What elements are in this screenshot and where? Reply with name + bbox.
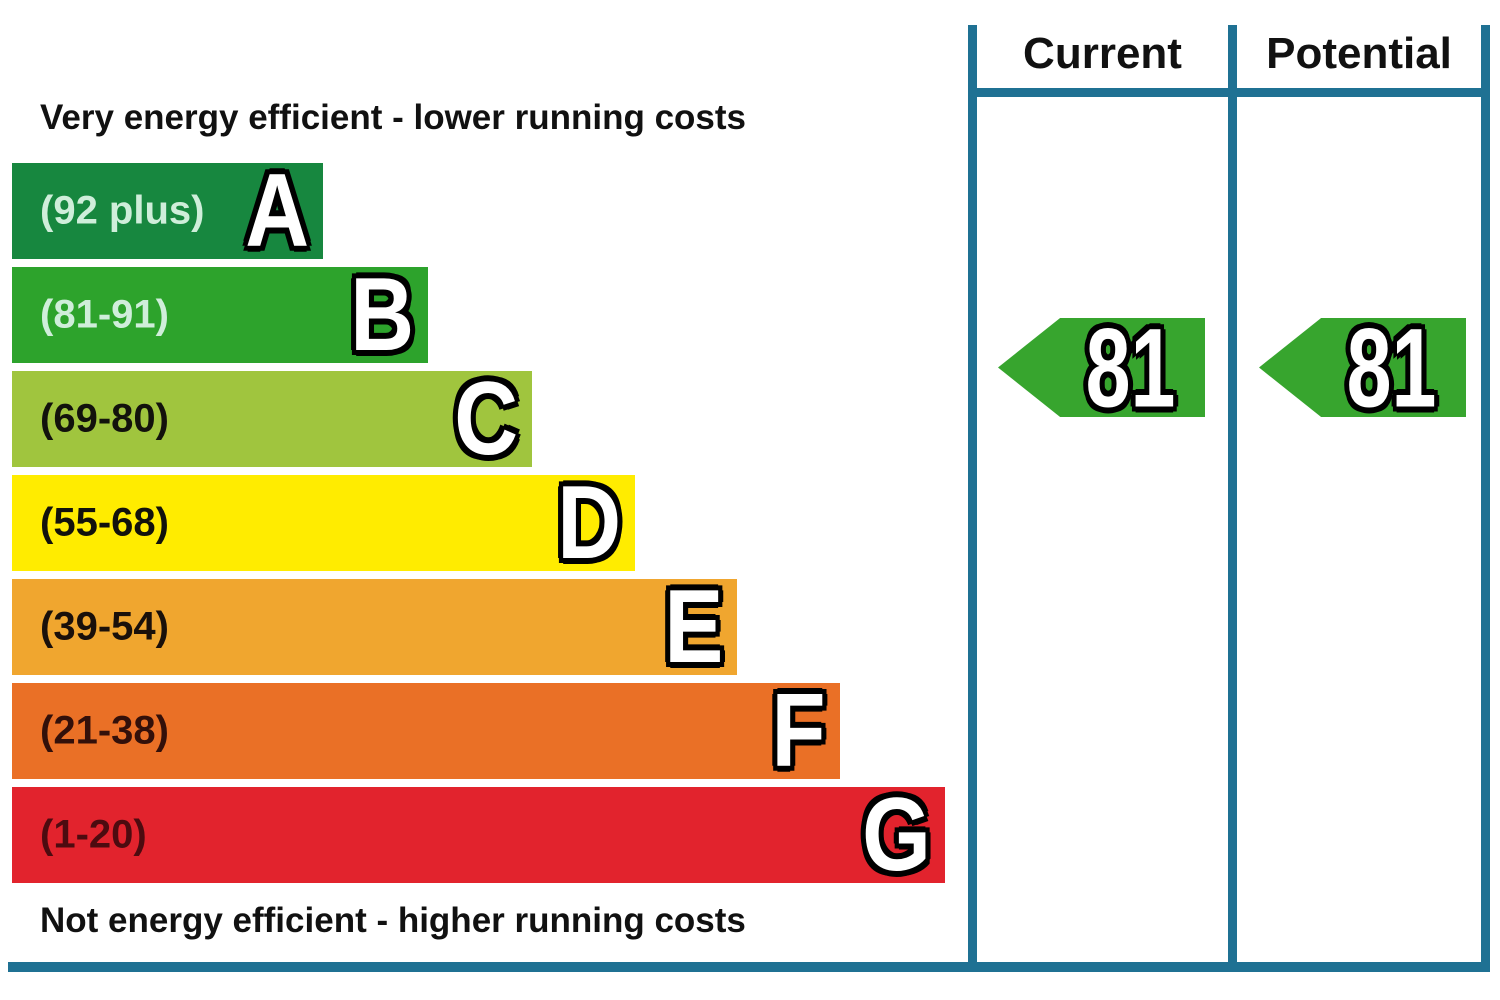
band-D-range-label: (55-68) bbox=[40, 500, 169, 545]
current-rating-value: 81 bbox=[1085, 305, 1176, 430]
band-D: (55-68) D bbox=[12, 465, 635, 581]
table-middle-border bbox=[1228, 25, 1237, 972]
band-C-range-label: (69-80) bbox=[40, 396, 169, 441]
band-B-range-label: (81-91) bbox=[40, 292, 169, 337]
band-G-letter: G bbox=[862, 777, 931, 893]
table-header-divider bbox=[968, 88, 1490, 97]
band-F-letter: F bbox=[771, 673, 826, 789]
potential-rating-value: 81 bbox=[1346, 305, 1437, 430]
table-left-border bbox=[968, 25, 977, 972]
band-A-letter: A bbox=[245, 153, 309, 269]
band-F: (21-38) F bbox=[12, 673, 840, 789]
current-column-header: Current bbox=[1023, 29, 1182, 78]
band-D-letter: D bbox=[557, 465, 621, 581]
band-G-range-label: (1-20) bbox=[40, 812, 147, 857]
current-rating-arrow: 81 bbox=[998, 318, 1205, 417]
band-G: (1-20) G bbox=[12, 777, 945, 893]
band-E-letter: E bbox=[664, 569, 723, 685]
potential-rating-arrow: 81 bbox=[1259, 318, 1466, 417]
band-A-range-label: (92 plus) bbox=[40, 188, 205, 233]
top-caption: Very energy efficient - lower running co… bbox=[40, 98, 747, 137]
band-E-range-label: (39-54) bbox=[40, 604, 169, 649]
band-B: (81-91) B bbox=[12, 257, 428, 373]
bottom-caption: Not energy efficient - higher running co… bbox=[40, 901, 746, 940]
band-A: (92 plus) A bbox=[12, 153, 323, 269]
band-B-letter: B bbox=[350, 257, 414, 373]
band-C: (69-80) C bbox=[12, 361, 532, 477]
chart-bottom-border bbox=[8, 962, 1490, 972]
potential-column-header: Potential bbox=[1266, 29, 1452, 78]
table-right-border bbox=[1481, 25, 1490, 972]
band-C-letter: C bbox=[454, 361, 518, 477]
band-E: (39-54) E bbox=[12, 569, 737, 685]
band-F-range-label: (21-38) bbox=[40, 708, 169, 753]
